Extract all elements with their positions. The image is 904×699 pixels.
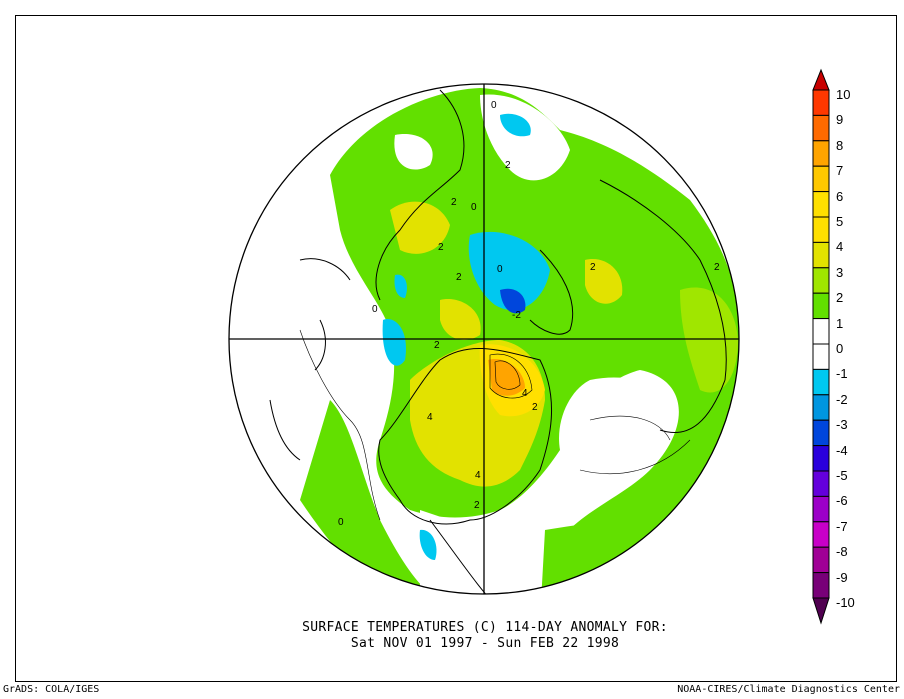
colorbar-box: [812, 419, 830, 447]
colorbar-label: 6: [836, 188, 844, 204]
colorbar-label: 4: [836, 239, 844, 255]
contour-label: 0: [338, 517, 344, 528]
colorbar-box: [812, 216, 830, 243]
colorbar-box: [812, 292, 830, 320]
cold-anomaly-region: [419, 529, 437, 560]
contour-label: 0: [491, 100, 497, 111]
colorbar: [812, 68, 830, 625]
colorbar-box: [812, 546, 830, 574]
colorbar-box: [812, 495, 830, 523]
contour-label: 2: [590, 262, 596, 273]
contour-label: 2: [714, 262, 720, 273]
colorbar-bottom-arrow: [812, 597, 830, 625]
colorbar-label: -7: [836, 518, 848, 534]
colorbar-box: [812, 191, 830, 218]
contour-labels: 0 2 0 2 2 2 0 0 2 4 4 2 4 2 -2 2 2 0: [338, 100, 720, 528]
colorbar-label: 5: [836, 214, 844, 229]
cold-anomaly-region: [394, 274, 407, 298]
colorbar-label: -1: [836, 366, 848, 382]
contour-label: 0: [497, 264, 503, 275]
footer-credit-grads: GrADS: COLA/IGES: [3, 684, 100, 695]
colorbar-label: -10: [836, 595, 855, 610]
colorbar-box: [812, 470, 830, 497]
colorbar-label: -3: [836, 417, 848, 433]
map-subtitle-dates: Sat NOV 01 1997 - Sun FEB 22 1998: [350, 636, 620, 651]
colorbar-box: [812, 394, 830, 421]
cold-anomaly-region: [500, 113, 531, 137]
colorbar-label: 10: [836, 87, 851, 102]
contour-label: -2: [512, 310, 521, 321]
colorbar-label: -4: [836, 442, 848, 458]
colorbar-box: [812, 140, 830, 167]
colorbar-box: [812, 368, 830, 396]
colorbar-box: [812, 521, 830, 548]
colorbar-box: [812, 114, 830, 142]
contour-label: 2: [505, 160, 511, 171]
cold-anomaly-region: [382, 319, 406, 366]
warm-anomaly-region: [440, 299, 481, 340]
colorbar-box: [812, 267, 830, 294]
colorbar-box: [812, 572, 830, 599]
contour-label: 0: [471, 202, 477, 213]
contour-label: 2: [451, 197, 457, 208]
colorbar-top-arrow: [812, 68, 830, 91]
colorbar-box: [812, 343, 830, 370]
contour-label: 0: [372, 304, 378, 315]
contour-label: 4: [427, 412, 433, 423]
map-title: SURFACE TEMPERATURES (C) 114-DAY ANOMALY…: [302, 620, 668, 635]
contour-label: 2: [456, 272, 462, 283]
anomaly-field: [229, 84, 739, 594]
warm-anomaly-region: [585, 259, 623, 304]
contour-label: 4: [522, 388, 528, 399]
colorbar-label: 9: [836, 112, 844, 128]
colorbar-label: 0: [836, 341, 844, 356]
colorbar-label: 7: [836, 163, 844, 179]
coastlines: [269, 89, 727, 594]
positive-anomaly-region: [300, 400, 440, 594]
colorbar-label: -5: [836, 468, 848, 483]
colorbar-label: -9: [836, 569, 848, 585]
contour-lines: [299, 329, 691, 521]
colorbar-box: [812, 165, 830, 193]
contour-label: 2: [434, 340, 440, 351]
colorbar-label: 3: [836, 264, 844, 280]
colorbar-label: -2: [836, 391, 848, 407]
colorbar-box: [812, 89, 830, 116]
colorbar-box: [812, 445, 830, 472]
colorbar-box: [812, 318, 830, 345]
warm-anomaly-region: [390, 201, 450, 254]
cold-anomaly-region: [500, 288, 526, 314]
contour-label: 2: [532, 402, 538, 413]
warm-anomaly-region: [488, 359, 525, 396]
contour-label: 2: [474, 500, 480, 511]
colorbar-label: 1: [836, 315, 844, 331]
colorbar-label: -6: [836, 493, 848, 509]
cold-anomaly-region: [468, 231, 550, 311]
positive-anomaly-region: [680, 287, 738, 393]
footer-credit-noaa: NOAA-CIRES/Climate Diagnostics Center: [677, 684, 900, 695]
colorbar-box: [812, 241, 830, 269]
colorbar-label: 8: [836, 137, 844, 153]
plot-frame: [15, 15, 897, 682]
contour-label: 2: [438, 242, 444, 253]
colorbar-label: 2: [836, 290, 844, 306]
contour-label: 4: [475, 470, 481, 481]
colorbar-label: -8: [836, 544, 848, 560]
